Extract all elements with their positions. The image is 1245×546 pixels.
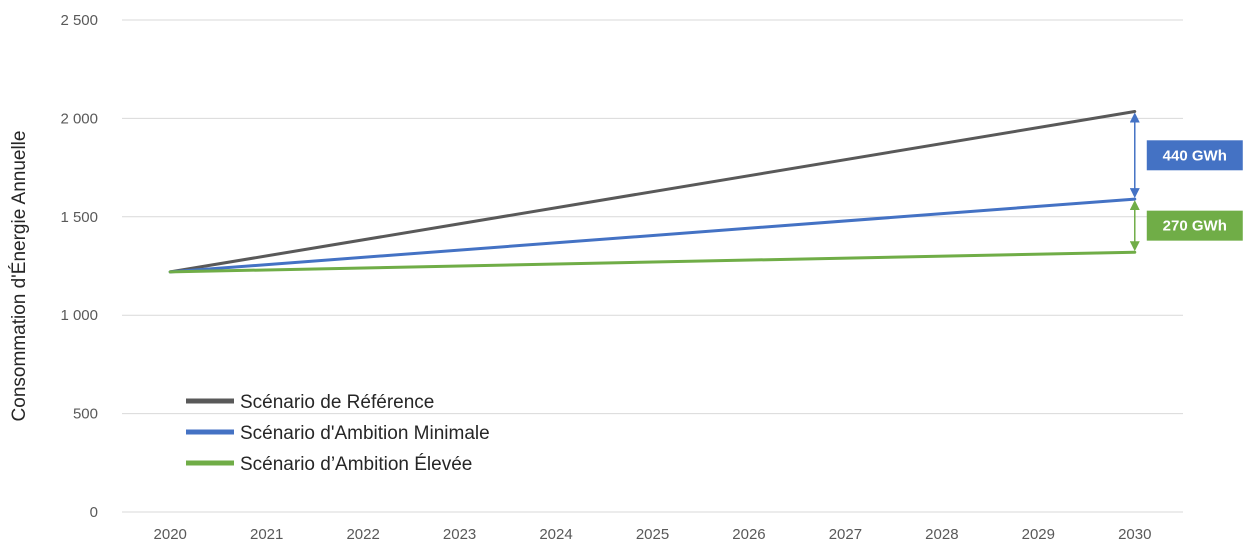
x-tick-label: 2025 bbox=[636, 526, 669, 543]
x-tick-label: 2021 bbox=[250, 526, 283, 543]
x-tick-label: 2028 bbox=[925, 526, 958, 543]
x-tick-label: 2022 bbox=[346, 526, 379, 543]
legend-label: Scénario de Référence bbox=[240, 392, 434, 413]
annotation-label: 440 GWh bbox=[1163, 147, 1227, 164]
legend-label: Scénario d'Ambition Minimale bbox=[240, 423, 490, 444]
legend: Scénario de Référence Scénario d'Ambition… bbox=[186, 392, 490, 475]
x-tick-label: 2026 bbox=[732, 526, 765, 543]
x-tick-label: 2030 bbox=[1118, 526, 1151, 543]
annotation-box bbox=[1146, 140, 1243, 171]
series-line bbox=[168, 250, 1137, 274]
y-axis-ticks: 0 500 1 000 1 500 2 000 2 500 bbox=[60, 12, 98, 521]
annotations: 440 GWh 270 GWh bbox=[1129, 112, 1243, 252]
series-line bbox=[168, 197, 1137, 274]
series-line bbox=[168, 110, 1137, 274]
y-tick-label: 2 000 bbox=[60, 110, 98, 127]
y-axis-label: Consommation d'Énergie Annuelle bbox=[9, 131, 30, 422]
x-tick-label: 2027 bbox=[829, 526, 862, 543]
legend-label: Scénario d’Ambition Élevée bbox=[240, 454, 472, 475]
y-tick-label: 1 000 bbox=[60, 307, 98, 324]
annotation-box bbox=[1146, 210, 1243, 241]
y-tick-label: 2 500 bbox=[60, 12, 98, 29]
x-tick-label: 2024 bbox=[539, 526, 572, 543]
y-tick-label: 0 bbox=[90, 504, 98, 521]
x-tick-label: 2023 bbox=[443, 526, 476, 543]
annotation-label: 270 GWh bbox=[1163, 218, 1227, 235]
x-axis-ticks: 2020 2021 2022 2023 2024 2025 2026 2027 2028 2029… bbox=[154, 526, 1152, 543]
series-lines bbox=[168, 110, 1137, 274]
x-tick-label: 2029 bbox=[1022, 526, 1055, 543]
y-tick-label: 1 500 bbox=[60, 209, 98, 226]
x-tick-label: 2020 bbox=[154, 526, 187, 543]
y-tick-label: 500 bbox=[73, 406, 98, 423]
gridlines bbox=[122, 19, 1183, 415]
